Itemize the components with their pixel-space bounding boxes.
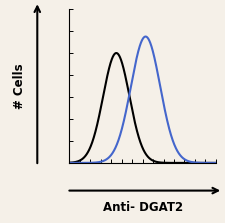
- Text: # Cells: # Cells: [13, 63, 26, 109]
- Text: Anti- DGAT2: Anti- DGAT2: [103, 201, 183, 214]
